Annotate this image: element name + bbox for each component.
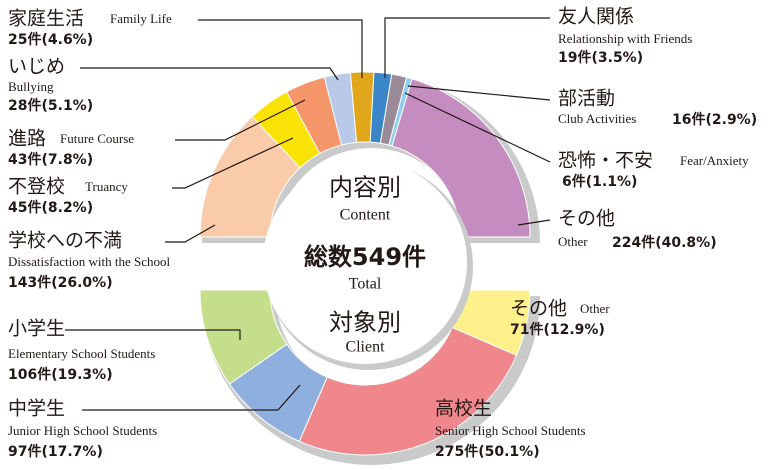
value-label: 71件(12.9%) bbox=[510, 321, 605, 338]
value-label: 28件(5.1%) bbox=[8, 97, 93, 114]
category-name-en: Club Activities bbox=[558, 111, 636, 126]
category-name-en: Family Life bbox=[110, 11, 172, 26]
category-name-en: Dissatisfaction with the School bbox=[8, 254, 171, 269]
total-title: 総数549件 bbox=[304, 243, 426, 271]
segment bbox=[298, 326, 518, 456]
value-label: 106件(19.3%) bbox=[8, 366, 113, 383]
category-name-en: Other bbox=[558, 234, 588, 249]
value-label: 19件(3.5%) bbox=[558, 49, 643, 66]
category-name: 小学生 bbox=[8, 317, 65, 339]
category-name-en: Relationship with Friends bbox=[558, 31, 692, 46]
leader-line bbox=[404, 92, 551, 163]
category-name: 高校生 bbox=[435, 397, 492, 419]
value-label: 6件(1.1%) bbox=[562, 173, 637, 190]
value-label: 97件(17.7%) bbox=[8, 443, 103, 460]
leader-line bbox=[384, 17, 550, 78]
category-name-en: Fear/Anxiety bbox=[680, 153, 749, 168]
value-label: 275件(50.1%) bbox=[435, 443, 540, 460]
chart-title: 対象別 bbox=[329, 310, 401, 337]
value-label: 43件(7.8%) bbox=[8, 151, 93, 168]
leader-line bbox=[65, 329, 241, 340]
category-name: いじめ bbox=[8, 56, 65, 77]
value-label: 143件(26.0%) bbox=[8, 274, 113, 291]
category-name-en: Junior High School Students bbox=[8, 423, 157, 438]
chart-title: 内容別 bbox=[329, 175, 401, 202]
center bbox=[263, 160, 467, 364]
chart-subtitle: Content bbox=[340, 207, 391, 224]
value-label: 45件(8.2%) bbox=[8, 199, 93, 216]
leader-line bbox=[198, 19, 363, 78]
category-name-en: Elementary School Students bbox=[8, 346, 155, 361]
leader-line bbox=[165, 224, 216, 243]
value-label: 224件(40.8%) bbox=[612, 234, 717, 251]
leader-line bbox=[175, 99, 306, 141]
value-label: 25件(4.6%) bbox=[8, 31, 93, 48]
category-name-en: Truancy bbox=[85, 179, 128, 194]
category-name: 不登校 bbox=[8, 175, 65, 197]
leader-line bbox=[80, 67, 339, 81]
leader-line bbox=[517, 219, 551, 226]
total-subtitle: Total bbox=[349, 276, 382, 293]
category-name: その他 bbox=[510, 297, 567, 319]
category-name-en: Other bbox=[580, 301, 610, 316]
category-name: 中学生 bbox=[8, 397, 65, 419]
category-name: 恐怖・不安 bbox=[558, 149, 653, 171]
category-name: 友人関係 bbox=[558, 5, 634, 27]
category-name-en: Future Course bbox=[60, 131, 134, 146]
category-name: 部活動 bbox=[558, 87, 615, 109]
category-name: 学校への不満 bbox=[8, 229, 122, 251]
category-name: 家庭生活 bbox=[8, 7, 84, 29]
chart-subtitle: Client bbox=[345, 339, 385, 356]
category-name-en: Senior High School Students bbox=[435, 423, 586, 438]
value-label: 16件(2.9%) bbox=[672, 111, 757, 128]
leader-line bbox=[407, 85, 551, 101]
category-name: 進路 bbox=[8, 127, 46, 149]
segment bbox=[391, 78, 531, 238]
leader-line bbox=[172, 137, 294, 189]
category-name-en: Bullying bbox=[8, 79, 54, 94]
leader-line bbox=[82, 384, 301, 411]
category-name: その他 bbox=[558, 207, 615, 229]
